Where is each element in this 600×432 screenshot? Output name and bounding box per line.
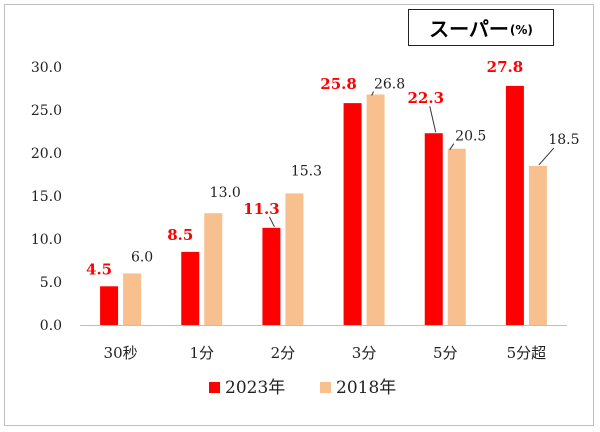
y-tick-label: 30.0 — [31, 60, 62, 76]
bar-2023 — [100, 286, 119, 325]
bar-2018 — [285, 193, 304, 325]
legend-label-2023: 2023年 — [225, 378, 285, 398]
y-tick-label: 5.0 — [40, 275, 62, 291]
bar-2018 — [447, 148, 466, 325]
legend-swatch-2018 — [320, 382, 331, 393]
legend-label-2018: 2018年 — [336, 378, 396, 398]
data-label-2023: 8.5 — [167, 226, 193, 244]
bar-2023 — [262, 227, 281, 325]
data-label-2018: 20.5 — [455, 129, 486, 145]
data-label-2018: 13.0 — [210, 185, 241, 201]
data-label-2023: 11.3 — [243, 200, 280, 218]
x-tick-label: 5分超 — [507, 344, 547, 362]
data-label-2018: 15.3 — [291, 163, 322, 179]
legend-swatch-2023 — [209, 382, 220, 393]
bar-2023 — [505, 85, 524, 325]
bar-2018 — [123, 273, 142, 325]
y-tick-label: 10.0 — [31, 232, 62, 248]
leader-line — [371, 91, 375, 96]
bar-2023 — [424, 133, 443, 325]
chart-title: スーパー — [429, 17, 509, 41]
leader-line — [449, 143, 455, 150]
x-tick-label: 5分 — [433, 344, 458, 362]
bar-2018 — [528, 165, 547, 325]
data-label-2023: 25.8 — [320, 75, 357, 93]
chart-title-box: スーパー (%) — [408, 9, 554, 46]
x-tick-label: 3分 — [352, 344, 377, 362]
x-tick-label: 2分 — [271, 344, 296, 362]
data-label-2023: 4.5 — [86, 260, 112, 278]
data-label-2023: 22.3 — [407, 89, 444, 107]
y-tick-label: 20.0 — [31, 146, 62, 162]
chart-unit: (%) — [509, 22, 533, 37]
y-tick-label: 15.0 — [31, 189, 62, 205]
y-tick-label: 0.0 — [40, 318, 62, 334]
bar-2018 — [366, 94, 385, 326]
bar-2023 — [343, 103, 362, 326]
data-label-2018: 18.5 — [548, 132, 579, 148]
bar-2018 — [204, 213, 223, 325]
x-tick-label: 30秒 — [104, 344, 138, 362]
x-tick-label: 1分 — [189, 344, 214, 362]
y-tick-label: 25.0 — [31, 103, 62, 119]
leader-line — [538, 147, 555, 166]
data-label-2018: 6.0 — [131, 249, 153, 265]
chart-border — [4, 4, 594, 426]
leader-line — [268, 216, 275, 228]
leader-line — [429, 106, 437, 133]
bar-2023 — [181, 251, 200, 325]
data-label-2023: 27.8 — [487, 58, 524, 76]
data-label-2018: 26.8 — [374, 77, 405, 93]
